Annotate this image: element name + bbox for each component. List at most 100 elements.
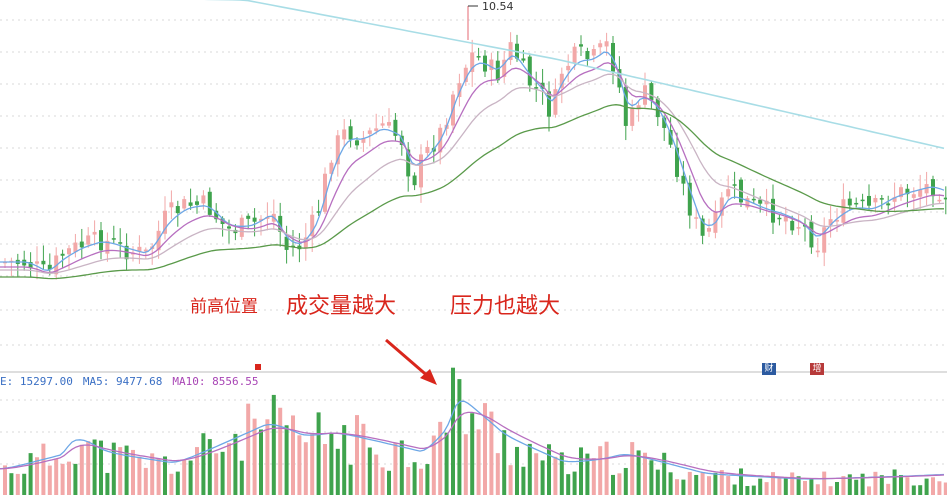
volume-bar — [348, 464, 353, 495]
volume-bar — [291, 415, 295, 495]
candle-body — [252, 217, 257, 222]
candle-body — [342, 129, 347, 140]
candle-body — [41, 260, 46, 265]
volume-bar — [169, 473, 174, 495]
volume-bar — [412, 462, 417, 495]
tag-finance[interactable]: 财 — [762, 363, 776, 375]
candle-body — [694, 217, 699, 219]
volume-legend-ma5: MA5: 9477.68 — [82, 375, 163, 388]
ma-line-mid — [0, 62, 945, 274]
volume-legend-vol: E: 15297.00 — [0, 375, 73, 388]
candle-body — [790, 220, 795, 231]
candle-body — [425, 146, 430, 153]
candle-body — [227, 226, 231, 229]
volume-bar — [387, 470, 391, 495]
volume-bar — [483, 403, 487, 495]
candle-body — [67, 248, 71, 255]
volume-bar — [572, 471, 577, 495]
volume-bar — [374, 454, 379, 495]
candle-body — [35, 261, 39, 264]
candle-body — [847, 198, 852, 206]
candle-body — [937, 199, 942, 202]
volume-bar — [9, 473, 14, 495]
volume-bar — [425, 464, 430, 495]
volume-bar — [303, 442, 308, 495]
volume-bar — [886, 483, 891, 495]
volume-bar — [739, 468, 743, 495]
volume-bar — [623, 467, 628, 495]
candle-body — [399, 135, 404, 145]
candle-body — [137, 246, 142, 252]
candle-body — [316, 211, 321, 213]
volume-bar — [892, 469, 897, 495]
volume-bar — [131, 449, 135, 495]
candle-body — [521, 58, 526, 61]
ma-line-long — [0, 73, 945, 274]
volume-bar — [15, 473, 20, 495]
volume-bar — [585, 453, 590, 495]
candle-body — [367, 130, 372, 134]
candle-body — [828, 219, 833, 226]
candle-body — [547, 91, 551, 117]
candle-body — [899, 187, 903, 198]
volume-bar — [732, 484, 737, 495]
candle-body — [604, 41, 609, 47]
volume-bar — [502, 430, 507, 495]
candle-body — [643, 85, 647, 105]
candle-body — [553, 89, 558, 115]
candle-body — [246, 215, 251, 219]
candle-body — [284, 236, 289, 250]
volume-bar — [713, 472, 718, 495]
volume-bar — [297, 435, 302, 495]
volume-bar — [611, 474, 615, 495]
volume-bar — [534, 453, 539, 495]
volume-bar — [764, 482, 769, 495]
volume-bar — [918, 485, 923, 495]
candle-body — [585, 51, 590, 60]
candle-body — [92, 231, 97, 235]
candle-body — [911, 194, 916, 198]
volume-bar — [758, 478, 763, 495]
volume-bar — [553, 456, 558, 495]
arrow-head — [420, 369, 437, 385]
candle-body — [73, 242, 78, 253]
volume-bar — [783, 477, 788, 495]
candle-body — [892, 197, 897, 202]
volume-bar — [649, 460, 654, 495]
volume-bar — [771, 472, 775, 495]
volume-bar — [438, 421, 443, 495]
volume-bar — [924, 478, 929, 495]
candle-body — [534, 87, 539, 89]
candle-body — [822, 227, 827, 253]
volume-bar — [489, 411, 494, 495]
volume-bar — [444, 432, 449, 495]
volume-bar — [828, 486, 833, 495]
candle-body — [118, 242, 123, 244]
volume-bar — [188, 460, 193, 495]
candle-body — [387, 122, 391, 126]
candle-body — [207, 191, 212, 215]
volume-bar — [86, 441, 91, 495]
candle-body — [348, 126, 353, 140]
volume-bar — [655, 469, 660, 495]
volume-ma10-line — [0, 411, 945, 480]
candle-body — [943, 197, 947, 200]
volume-bar — [707, 476, 711, 495]
volume-bar — [419, 468, 423, 495]
candle-body — [79, 241, 84, 248]
volume-bar — [431, 435, 436, 495]
candle-body — [182, 199, 187, 209]
volume-bar — [79, 444, 84, 495]
volume-bar — [195, 447, 199, 495]
volume-bar — [630, 442, 635, 495]
candle-body — [630, 107, 635, 126]
candle-body — [188, 202, 193, 206]
volume-bar — [207, 439, 212, 495]
volume-bar — [252, 418, 257, 495]
volume-bar — [457, 379, 462, 495]
volume-bar — [694, 474, 699, 495]
candle-body — [195, 201, 199, 205]
volume-bar — [879, 475, 884, 495]
candle-body — [719, 197, 724, 216]
tag-increase[interactable]: 增 — [810, 363, 824, 375]
